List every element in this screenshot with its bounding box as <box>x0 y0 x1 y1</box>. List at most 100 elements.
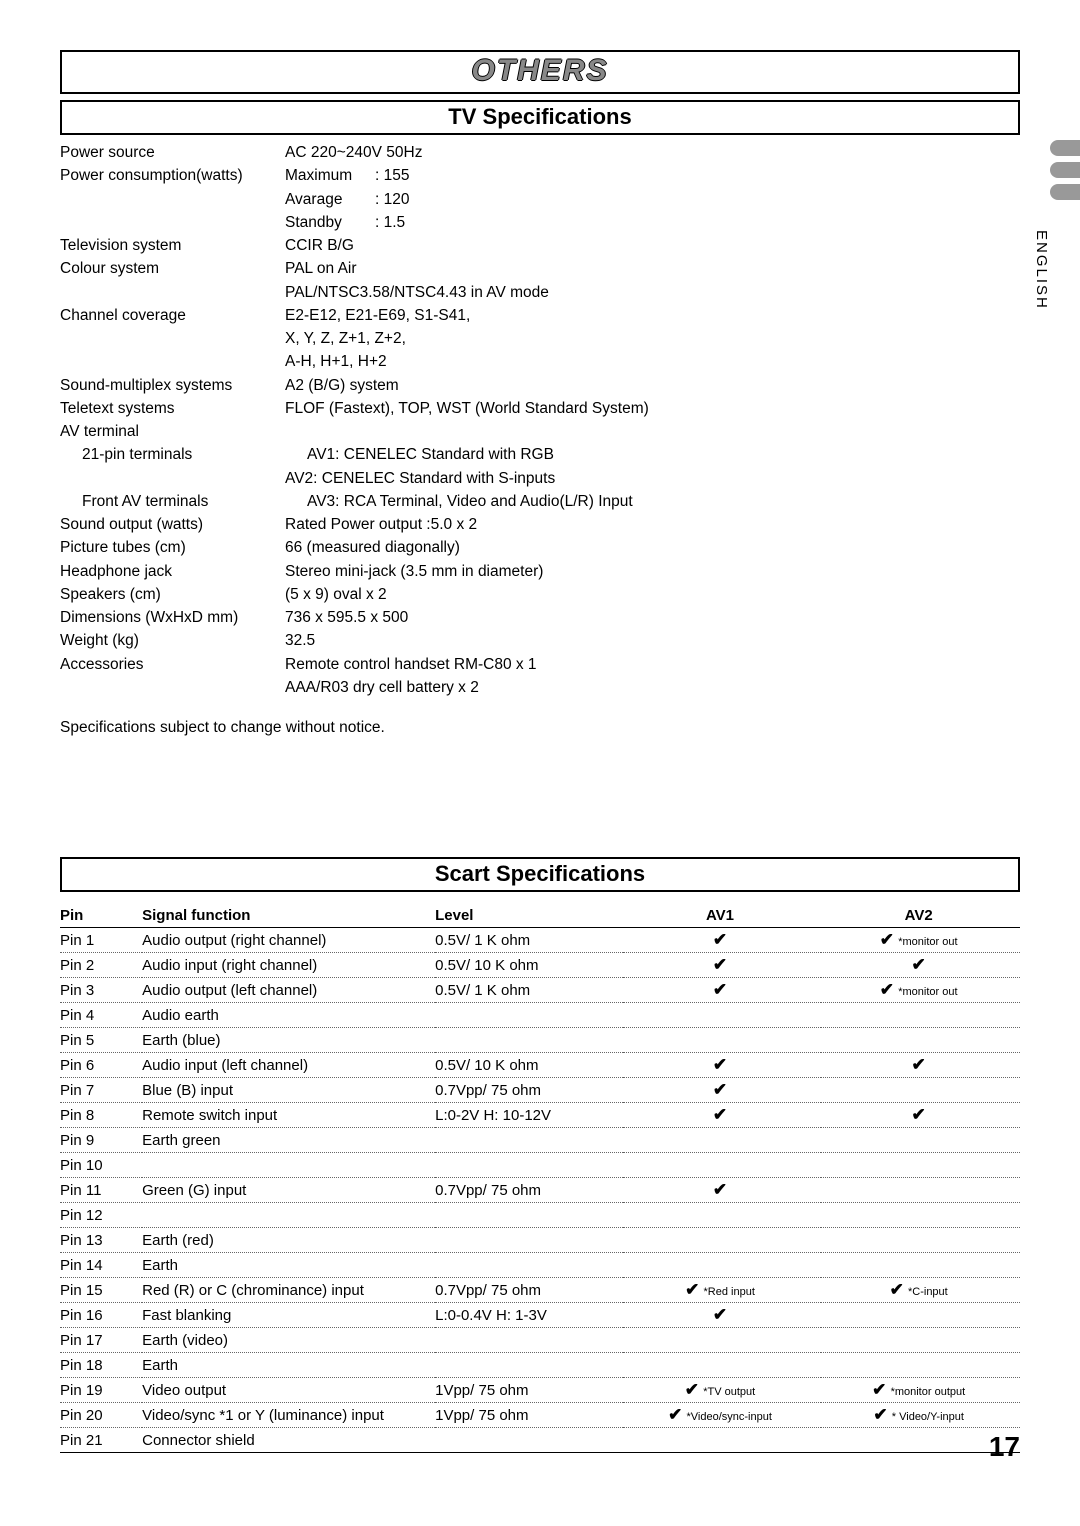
spec-label: Weight (kg) <box>60 629 285 652</box>
scart-row: Pin 13Earth (red) <box>60 1228 1020 1253</box>
spec-value: 66 (measured diagonally) <box>285 536 1020 559</box>
cell-level: 0.5V/ 10 K ohm <box>435 953 623 978</box>
cell-level: 0.5V/ 10 K ohm <box>435 1053 623 1078</box>
cell-func: Audio output (left channel) <box>142 978 435 1003</box>
cell-av1 <box>623 1203 822 1228</box>
cell-av1 <box>623 1028 822 1053</box>
cell-func: Video output <box>142 1378 435 1403</box>
scart-row: Pin 17Earth (video) <box>60 1328 1020 1353</box>
spec-value: 736 x 595.5 x 500 <box>285 606 1020 629</box>
scart-row: Pin 16Fast blankingL:0-0.4V H: 1-3V✔ <box>60 1303 1020 1328</box>
spec-value: 32.5 <box>285 629 1020 652</box>
cell-av1: ✔ <box>623 1303 822 1328</box>
scart-row: Pin 11Green (G) input0.7Vpp/ 75 ohm✔ <box>60 1178 1020 1203</box>
spec-label: Front AV terminals <box>60 490 307 513</box>
spec-value: CCIR B/G <box>285 234 1020 257</box>
spec-value: A-H, H+1, H+2 <box>285 350 1020 373</box>
spec-label: Sound-multiplex systems <box>60 374 285 397</box>
cell-av2 <box>821 1153 1020 1178</box>
th-func: Signal function <box>142 904 435 928</box>
spec-label: Sound output (watts) <box>60 513 285 536</box>
cell-func: Audio input (right channel) <box>142 953 435 978</box>
cell-func: Earth (blue) <box>142 1028 435 1053</box>
spec-value: PAL on Air <box>285 257 1020 280</box>
side-tab <box>1050 184 1080 200</box>
tv-specs-list: Power sourceAC 220~240V 50HzPower consum… <box>60 141 1020 699</box>
cell-av1 <box>623 1428 822 1453</box>
cell-pin: Pin 11 <box>60 1178 142 1203</box>
scart-row: Pin 8Remote switch inputL:0-2V H: 10-12V… <box>60 1103 1020 1128</box>
spec-value: FLOF (Fastext), TOP, WST (World Standard… <box>285 397 1020 420</box>
cell-pin: Pin 6 <box>60 1053 142 1078</box>
cell-av1 <box>623 1003 822 1028</box>
scart-row: Pin 21Connector shield <box>60 1428 1020 1453</box>
th-level: Level <box>435 904 623 928</box>
cell-func: Audio output (right channel) <box>142 928 435 953</box>
cell-level <box>435 1128 623 1153</box>
cell-func: Audio earth <box>142 1003 435 1028</box>
cell-func: Audio input (left channel) <box>142 1053 435 1078</box>
spec-value: AV3: RCA Terminal, Video and Audio(L/R) … <box>307 490 1020 513</box>
spec-label: 21-pin terminals <box>60 443 307 466</box>
cell-pin: Pin 3 <box>60 978 142 1003</box>
page-number: 17 <box>989 1431 1020 1463</box>
scart-row: Pin 10 <box>60 1153 1020 1178</box>
scart-row: Pin 7Blue (B) input0.7Vpp/ 75 ohm✔ <box>60 1078 1020 1103</box>
cell-func: Fast blanking <box>142 1303 435 1328</box>
cell-av1: ✔ <box>623 1053 822 1078</box>
cell-level <box>435 1228 623 1253</box>
cell-func: Earth (video) <box>142 1328 435 1353</box>
cell-level <box>435 1003 623 1028</box>
notice-text: Specifications subject to change without… <box>60 719 1020 737</box>
spec-label: Teletext systems <box>60 397 285 420</box>
scart-row: Pin 2Audio input (right channel)0.5V/ 10… <box>60 953 1020 978</box>
cell-av1: ✔ <box>623 978 822 1003</box>
cell-av1 <box>623 1228 822 1253</box>
th-av1: AV1 <box>623 904 822 928</box>
cell-func <box>142 1203 435 1228</box>
spec-value: AV1: CENELEC Standard with RGB <box>307 443 1020 466</box>
th-av2: AV2 <box>821 904 1020 928</box>
cell-level: L:0-0.4V H: 1-3V <box>435 1303 623 1328</box>
cell-av2 <box>821 1328 1020 1353</box>
cell-pin: Pin 18 <box>60 1353 142 1378</box>
spec-value: PAL/NTSC3.58/NTSC4.43 in AV mode <box>285 281 1020 304</box>
scart-row: Pin 12 <box>60 1203 1020 1228</box>
main-title: OTHERS <box>471 54 608 87</box>
cell-av1 <box>623 1153 822 1178</box>
cell-pin: Pin 12 <box>60 1203 142 1228</box>
cell-level <box>435 1028 623 1053</box>
cell-pin: Pin 20 <box>60 1403 142 1428</box>
cell-pin: Pin 10 <box>60 1153 142 1178</box>
scart-row: Pin 1Audio output (right channel)0.5V/ 1… <box>60 928 1020 953</box>
cell-level <box>435 1353 623 1378</box>
cell-av2: ✔ *C-input <box>821 1278 1020 1303</box>
cell-av2: ✔ <box>821 1103 1020 1128</box>
cell-pin: Pin 14 <box>60 1253 142 1278</box>
cell-av1 <box>623 1253 822 1278</box>
cell-level: 1Vpp/ 75 ohm <box>435 1378 623 1403</box>
spec-label: Television system <box>60 234 285 257</box>
cell-av2 <box>821 1203 1020 1228</box>
spec-value: AC 220~240V 50Hz <box>285 141 1020 164</box>
cell-av2: ✔ *monitor out <box>821 928 1020 953</box>
cell-av1: ✔ *Red input <box>623 1278 822 1303</box>
spec-label: Colour system <box>60 257 285 280</box>
cell-func: Remote switch input <box>142 1103 435 1128</box>
cell-level: 0.5V/ 1 K ohm <box>435 928 623 953</box>
cell-pin: Pin 8 <box>60 1103 142 1128</box>
spec-value <box>285 420 1020 443</box>
cell-pin: Pin 1 <box>60 928 142 953</box>
cell-av2 <box>821 1253 1020 1278</box>
side-tab <box>1050 140 1080 156</box>
cell-pin: Pin 5 <box>60 1028 142 1053</box>
spec-label: Accessories <box>60 653 285 676</box>
cell-av2: ✔ *monitor output <box>821 1378 1020 1403</box>
spec-value: E2-E12, E21-E69, S1-S41, <box>285 304 1020 327</box>
cell-level <box>435 1203 623 1228</box>
cell-level: 0.7Vpp/ 75 ohm <box>435 1078 623 1103</box>
cell-av2: ✔ * Video/Y-input <box>821 1403 1020 1428</box>
scart-table: Pin Signal function Level AV1 AV2 Pin 1A… <box>60 904 1020 1453</box>
cell-av1: ✔ <box>623 928 822 953</box>
main-title-box: OTHERS <box>60 50 1020 94</box>
